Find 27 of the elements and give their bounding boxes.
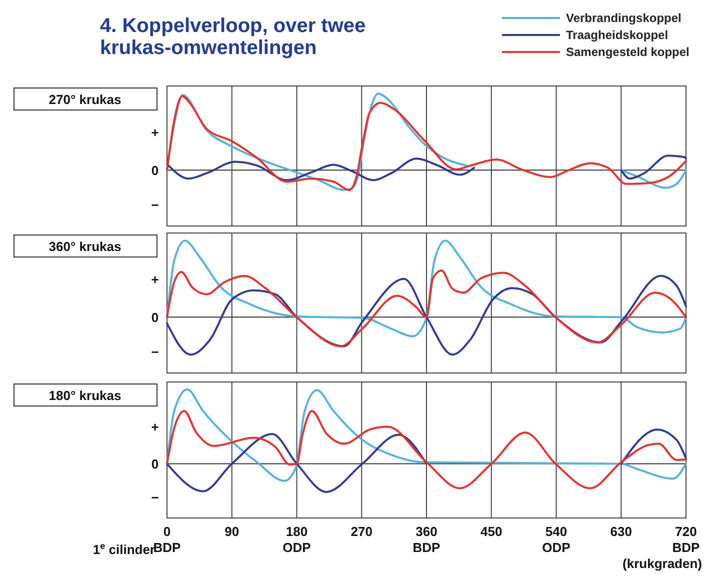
chart-title: 180° krukas: [48, 388, 122, 403]
x-tick-label: 360 BDP: [412, 524, 441, 555]
text: 0: [151, 163, 159, 178]
x-tick-label: 180 ODP: [282, 524, 312, 555]
legend-label: Samengesteld koppel: [566, 45, 690, 59]
x-tick-label: 540 ODP: [542, 524, 571, 555]
text: +: [151, 420, 160, 435]
x-tick-label: 270: [350, 524, 372, 539]
chart-title: 4. Koppelverloop, over twee krukas-omwentelingen: [100, 15, 366, 59]
text: +: [151, 272, 160, 287]
x-tick-label: 90: [224, 524, 240, 539]
text: −: [151, 490, 160, 506]
x-tick-label: 720 BDP: [672, 524, 700, 555]
chart-subtitle: 270° krukas: [48, 92, 122, 107]
chart-title: 360° krukas: [48, 239, 122, 254]
text: 0: [151, 456, 159, 472]
text: 1$^{e}$ cilinder: [92, 541, 155, 557]
legend-label: Verbrandingskoppel: [566, 11, 682, 25]
text: 0: [151, 310, 159, 326]
legend-label: Traagheidskoppel: [566, 28, 668, 42]
x-tick-label: 0 BDP: [153, 524, 182, 555]
text: −: [151, 344, 160, 360]
x-tick-label: 450: [480, 524, 502, 539]
text: +: [151, 124, 160, 140]
x-tick-label: 630: [610, 524, 632, 539]
text: −: [151, 198, 160, 213]
x-axis-title: (krukgraden): [622, 556, 702, 571]
